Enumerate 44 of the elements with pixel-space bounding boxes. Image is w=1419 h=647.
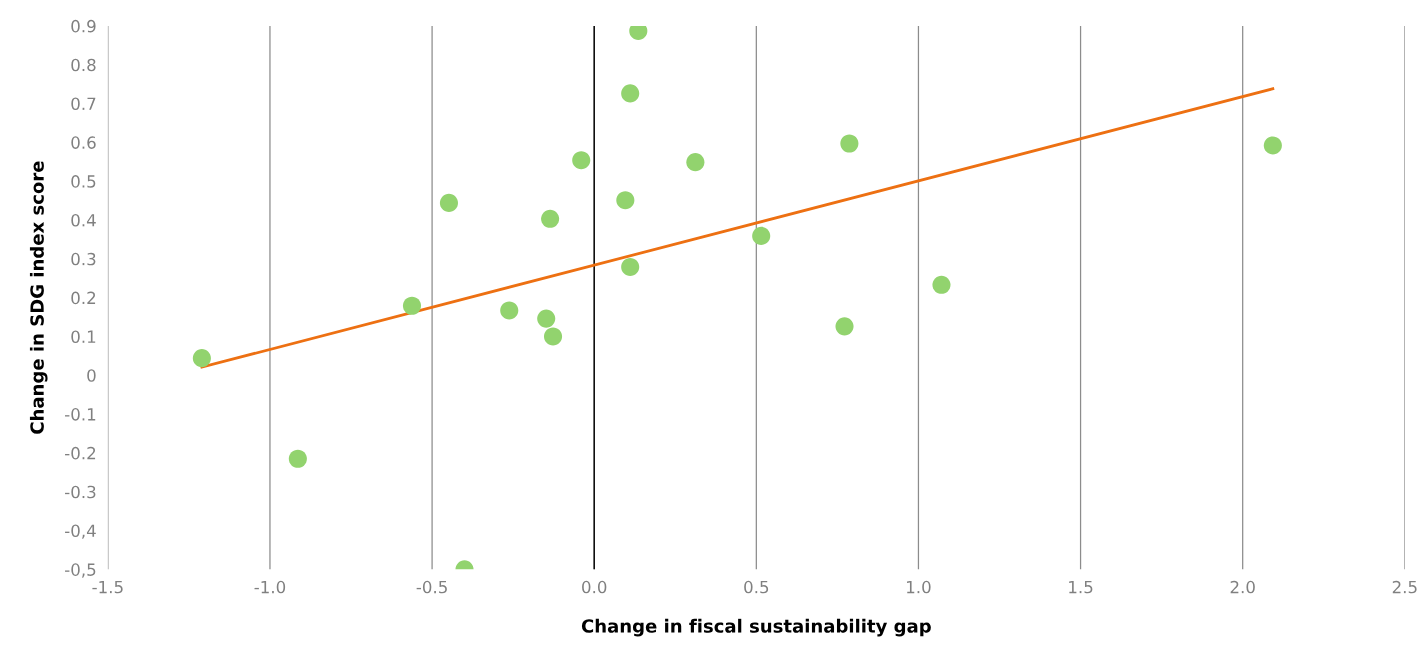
point xyxy=(402,296,422,315)
point xyxy=(621,84,640,103)
point xyxy=(621,257,640,277)
x-tick-label: 2.0 xyxy=(1230,580,1255,594)
y-tick-label: 0.5 xyxy=(71,175,96,188)
y-tick-label: -0,5 xyxy=(65,563,96,578)
point xyxy=(572,151,591,170)
x-tick-label: 0.0 xyxy=(582,580,607,594)
y-tick-label: 0.4 xyxy=(71,213,96,227)
y-tick-label: 0.3 xyxy=(71,252,96,266)
point xyxy=(686,153,705,172)
x-tick-label: 1.5 xyxy=(1069,580,1093,594)
point xyxy=(192,349,211,368)
x-tick-label: 1.0 xyxy=(907,580,931,594)
x-tick-label: -1.0 xyxy=(254,580,286,594)
y-tick-label: -0.2 xyxy=(65,446,96,460)
point xyxy=(932,275,951,294)
y-tick-label: 0 xyxy=(87,369,96,382)
y-axis-title: Change in SDG index score xyxy=(29,161,48,434)
x-tick-label: 2.5 xyxy=(1392,580,1417,594)
y-tick-label: -0,4 xyxy=(65,524,96,539)
y-tick-label: 0.9 xyxy=(71,19,96,33)
point xyxy=(541,209,560,228)
y-tick-label: 0.7 xyxy=(71,97,96,111)
point xyxy=(1263,136,1282,155)
point xyxy=(840,134,859,153)
x-tick-label: -0.5 xyxy=(416,580,447,594)
x-axis-title: Change in fiscal sustainability gap xyxy=(581,618,931,637)
point xyxy=(288,449,307,468)
point xyxy=(752,226,771,245)
y-tick-label: 0.8 xyxy=(71,58,96,72)
y-tick-label: 0.2 xyxy=(71,291,96,305)
point xyxy=(537,309,556,328)
x-tick-label: 0.5 xyxy=(744,580,769,594)
point xyxy=(543,327,563,346)
y-tick-label: -0.1 xyxy=(65,408,96,421)
point xyxy=(439,193,458,212)
y-tick-label: -0.3 xyxy=(65,485,96,499)
point xyxy=(500,301,519,320)
x-tick-label: -1.5 xyxy=(92,580,123,594)
point xyxy=(835,317,854,336)
y-tick-label: 0.6 xyxy=(71,136,96,149)
point xyxy=(616,191,635,210)
y-tick-label: 0.1 xyxy=(71,330,96,344)
